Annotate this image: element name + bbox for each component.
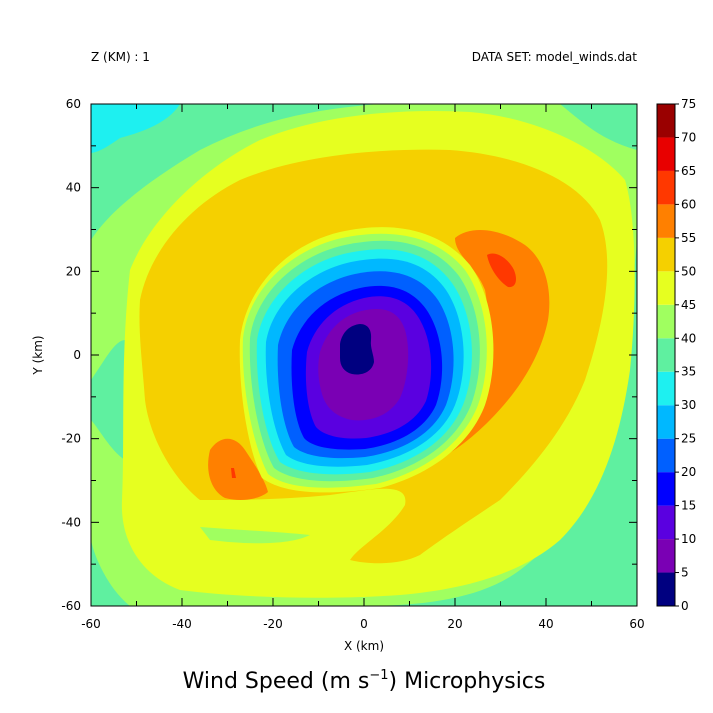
colorbar-swatch bbox=[657, 438, 675, 473]
colorbar-label: 25 bbox=[681, 432, 696, 446]
y-axis-label: Y (km) bbox=[31, 335, 45, 375]
y-tick-label: 40 bbox=[66, 181, 81, 195]
y-tick-label: 60 bbox=[66, 97, 81, 111]
x-axis: -60 -40 -20 0 20 40 60 bbox=[81, 104, 645, 631]
colorbar-label: 35 bbox=[681, 365, 696, 379]
colorbar-swatch bbox=[657, 237, 675, 272]
wind-field bbox=[91, 104, 637, 606]
colorbar-label: 5 bbox=[681, 566, 689, 580]
x-tick-label: -20 bbox=[263, 617, 283, 631]
colorbar-label: 40 bbox=[681, 331, 696, 345]
field-contour-65-east bbox=[487, 253, 516, 288]
y-tick-label: -40 bbox=[61, 515, 81, 529]
x-axis-label: X (km) bbox=[344, 639, 384, 653]
colorbar-label: 15 bbox=[681, 499, 696, 513]
colorbar-swatch bbox=[657, 338, 675, 372]
colorbar-label: 45 bbox=[681, 298, 696, 312]
x-tick-label: 60 bbox=[629, 617, 644, 631]
colorbar: 0 5 10 15 20 25 30 35 40 45 50 55 60 65 70 75 bbox=[656, 97, 696, 613]
colorbar-label: 30 bbox=[681, 398, 696, 412]
colorbar-swatch bbox=[657, 371, 675, 406]
x-tick-label: -60 bbox=[81, 617, 101, 631]
colorbar-swatch bbox=[657, 539, 675, 573]
y-tick-label: -20 bbox=[61, 432, 81, 446]
colorbar-label: 60 bbox=[681, 197, 696, 211]
dataset-label: DATA SET: model_winds.dat bbox=[472, 50, 638, 64]
colorbar-swatch bbox=[657, 137, 675, 171]
chart-title: Wind Speed (m s−1) Microphysics bbox=[183, 668, 546, 694]
colorbar-swatch bbox=[657, 505, 675, 540]
colorbar-label: 65 bbox=[681, 164, 696, 178]
colorbar-swatch bbox=[657, 572, 675, 606]
colorbar-label: 10 bbox=[681, 532, 696, 546]
chart-title-main: Wind Speed (m s bbox=[183, 669, 370, 694]
field-contour-60-sw bbox=[208, 438, 268, 500]
colorbar-label: 70 bbox=[681, 130, 696, 144]
x-tick-label: 40 bbox=[538, 617, 553, 631]
colorbar-label: 55 bbox=[681, 231, 696, 245]
colorbar-label: 50 bbox=[681, 264, 696, 278]
colorbar-swatch bbox=[657, 271, 675, 305]
field-contour-5-eye bbox=[340, 324, 374, 375]
colorbar-swatch bbox=[657, 405, 675, 439]
colorbar-swatch bbox=[657, 104, 675, 138]
chart-title-tail: ) Microphysics bbox=[389, 669, 546, 694]
y-tick-label: 20 bbox=[66, 264, 81, 278]
y-tick-label: -60 bbox=[61, 599, 81, 613]
x-tick-label: 0 bbox=[360, 617, 368, 631]
colorbar-label: 0 bbox=[681, 599, 689, 613]
colorbar-frame bbox=[656, 103, 676, 607]
field-contour-45-south bbox=[200, 527, 310, 544]
colorbar-label: 75 bbox=[681, 97, 696, 111]
field-contour-40-west bbox=[91, 340, 131, 460]
colorbar-swatch bbox=[657, 472, 675, 506]
level-label: Z (KM) : 1 bbox=[91, 50, 150, 64]
y-tick-label: 0 bbox=[73, 348, 81, 362]
x-tick-label: -40 bbox=[172, 617, 192, 631]
field-contour-35-nw bbox=[91, 104, 180, 153]
colorbar-swatch bbox=[657, 204, 675, 238]
x-tick-label: 20 bbox=[447, 617, 462, 631]
field-contour-65-sw bbox=[231, 468, 236, 478]
colorbar-swatch bbox=[657, 304, 675, 339]
colorbar-label: 20 bbox=[681, 465, 696, 479]
colorbar-swatch bbox=[657, 170, 675, 205]
y-axis: -60 -40 -20 0 20 40 60 bbox=[61, 97, 637, 613]
chart-title-superscript: −1 bbox=[369, 668, 388, 683]
